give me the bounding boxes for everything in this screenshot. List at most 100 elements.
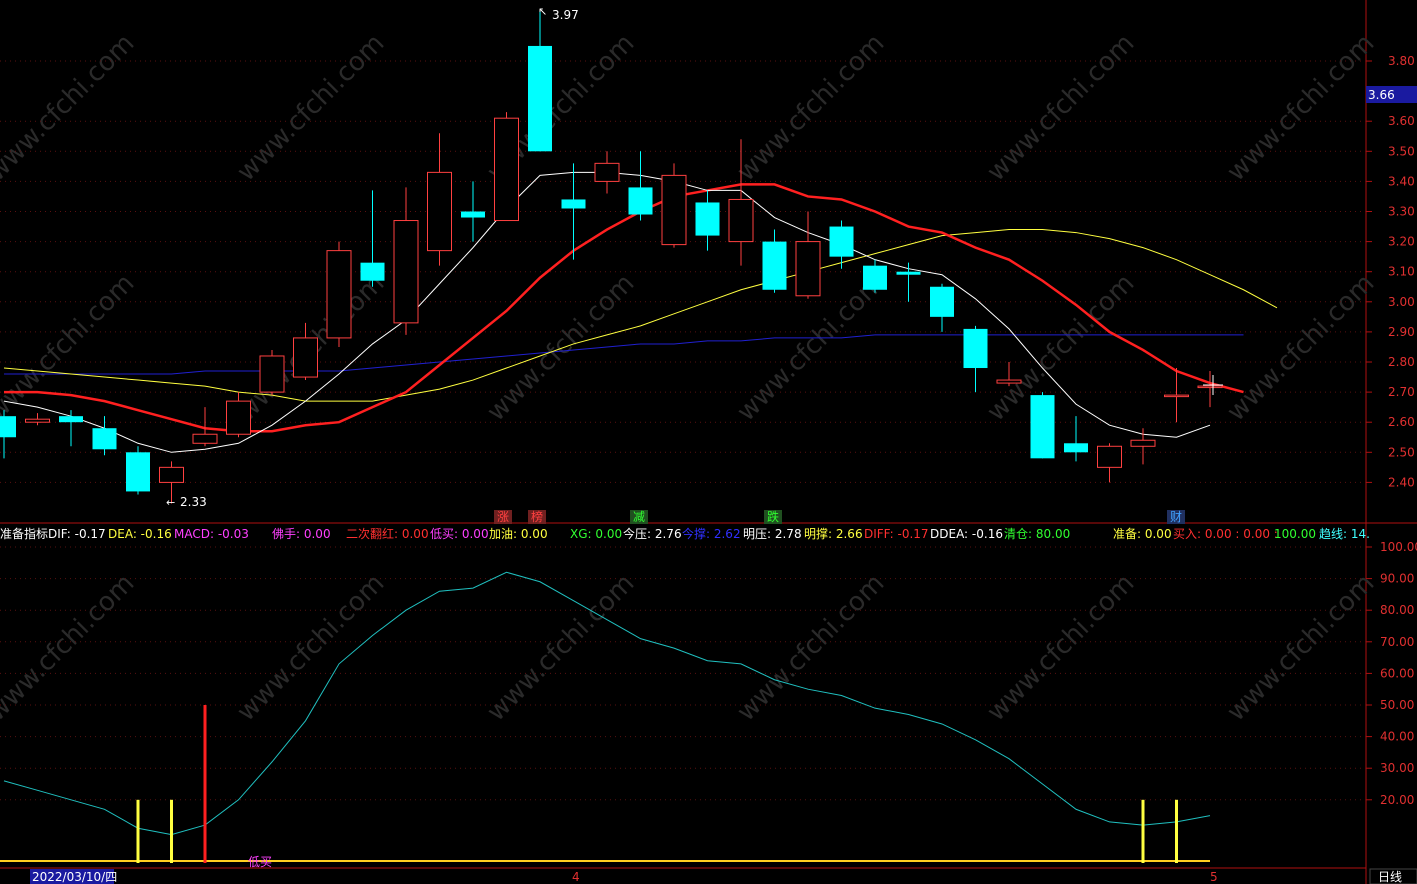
candle-body — [661, 174, 687, 246]
legend-mairu: 买入: 0.00 : 0.00 : — [1173, 527, 1278, 541]
sub-tick-label: 30.00 — [1380, 761, 1414, 775]
candle-body — [930, 286, 954, 317]
candle — [192, 407, 218, 447]
marker-die[interactable]: 跌 — [767, 509, 779, 524]
candle — [360, 190, 385, 287]
watermark-text: www.cfchi.com — [981, 268, 1140, 427]
legend-erci: 二次翻红: 0.00 — [346, 526, 429, 541]
candle — [1097, 443, 1122, 483]
candle — [594, 151, 620, 194]
watermark-text: www.cfchi.com — [731, 28, 890, 187]
candle — [762, 229, 787, 293]
price-tick-label: 2.70 — [1388, 385, 1415, 399]
candle-body — [1097, 445, 1122, 468]
candle-body — [259, 355, 285, 393]
legend-dea: DEA: -0.16 — [108, 527, 172, 541]
ma-longest-line — [4, 334, 1244, 375]
sub-tick-label: 100.00 — [1380, 540, 1417, 554]
candle — [25, 413, 50, 426]
candle — [1130, 428, 1156, 465]
candle — [326, 241, 352, 347]
crosshair-cursor-icon — [1203, 375, 1223, 395]
candle — [393, 187, 419, 335]
marker-bg-cai — [1167, 510, 1185, 524]
legend-title: 准备指标 — [0, 526, 48, 541]
candle-body — [1130, 439, 1156, 447]
legend-dimai: 低买: 0.00 — [430, 527, 489, 541]
candle-body — [829, 226, 854, 257]
candle — [0, 410, 16, 459]
legend-ddea: DDEA: -0.16 — [930, 527, 1003, 541]
candle — [1064, 416, 1088, 462]
candle-body — [561, 199, 586, 209]
watermark-text: www.cfchi.com — [481, 268, 640, 427]
candle — [561, 163, 586, 260]
low-arrow-icon: ← — [166, 496, 175, 509]
sub-tick-label: 50.00 — [1380, 698, 1414, 712]
price-tick-label: 2.50 — [1388, 445, 1415, 459]
candle-body — [1164, 394, 1189, 398]
candle-body — [863, 265, 887, 290]
candle-body — [494, 117, 519, 222]
price-tick-label: 3.50 — [1388, 144, 1415, 158]
candle-body — [996, 379, 1022, 384]
period-button-bg[interactable] — [1369, 868, 1417, 884]
price-tick-label: 2.40 — [1388, 475, 1415, 489]
ma-mid-line — [4, 183, 1244, 433]
legend-dif: DIF: -0.17 — [48, 527, 106, 541]
low-buy-label: 低买 — [248, 855, 272, 869]
sub-tick-label: 20.00 — [1380, 793, 1414, 807]
price-tick-label: 3.60 — [1388, 114, 1415, 128]
marker-zhang[interactable]: 涨 — [497, 509, 509, 524]
sub-tick-label: 60.00 — [1380, 666, 1414, 680]
legend-diff: DIFF: -0.17 — [864, 527, 929, 541]
candle-body — [628, 187, 653, 215]
candle — [863, 259, 887, 293]
price-tick-label: 3.80 — [1388, 54, 1415, 68]
price-tick-label: 3.20 — [1388, 235, 1415, 249]
watermark-text: www.cfchi.com — [1221, 28, 1380, 187]
price-tick-label: 3.00 — [1388, 295, 1415, 309]
low-price-label: 2.33 — [180, 495, 207, 509]
legend-qingcang: 清仓: 80.00 — [1004, 527, 1070, 541]
legend-jincheng: 今撑: 2.62 — [682, 526, 741, 541]
legend-macd: MACD: -0.03 — [174, 527, 249, 541]
legend-mingya: 明压: 2.78 — [743, 527, 802, 541]
candle — [59, 410, 83, 447]
candle — [996, 362, 1022, 387]
candle — [963, 325, 988, 393]
candle-body — [326, 250, 352, 339]
period-button[interactable]: 日线 — [1378, 870, 1402, 884]
price-tick-label: 3.30 — [1388, 205, 1415, 219]
watermark-text: www.cfchi.com — [0, 568, 140, 727]
candle-body — [1030, 395, 1055, 459]
candle — [896, 262, 921, 302]
candle-body — [896, 271, 921, 275]
current-price-value: 3.66 — [1368, 88, 1395, 102]
candle — [930, 283, 954, 332]
date-label: 2022/03/10/四 — [32, 870, 117, 884]
candle-body — [795, 241, 821, 297]
watermark-text: www.cfchi.com — [981, 28, 1140, 187]
marker-jian[interactable]: 减 — [633, 510, 645, 524]
marker-bg-die — [764, 510, 782, 524]
candle-body — [594, 162, 620, 182]
candle — [92, 416, 117, 456]
watermark-text: www.cfchi.com — [231, 568, 390, 727]
candle — [829, 220, 854, 269]
candle — [695, 190, 720, 251]
marker-bang[interactable]: 榜 — [531, 509, 543, 524]
price-tick-label: 3.40 — [1388, 174, 1415, 188]
current-price-tag — [1366, 86, 1417, 103]
watermark-text: www.cfchi.com — [0, 28, 140, 187]
watermark-text: www.cfchi.com — [481, 568, 640, 727]
candle-body — [728, 198, 754, 243]
sub-tick-label: 40.00 — [1380, 730, 1414, 744]
candle — [728, 139, 754, 266]
marker-cai[interactable]: 财 — [1170, 510, 1182, 524]
legend-foshou: 佛手: 0.00 — [272, 527, 331, 541]
legend-jinya: 今压: 2.76 — [623, 526, 682, 541]
candle-body — [59, 416, 83, 423]
marker-bg-bang — [528, 510, 546, 524]
